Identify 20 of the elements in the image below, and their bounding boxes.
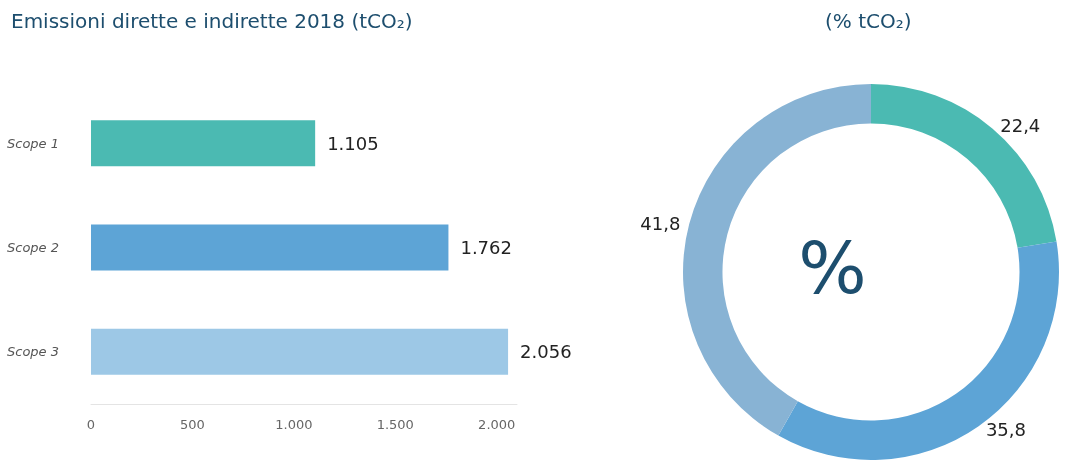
y-tick-label: Scope 3 [7, 344, 60, 360]
data-label: 35,8 [985, 418, 1026, 440]
bar [91, 120, 316, 167]
data-label: 2.056 [520, 341, 572, 363]
x-tick-label: 1.000 [275, 417, 313, 432]
chart-title: Emissioni dirette e indirette 2018 (tCO₂) [11, 9, 413, 33]
x-tick-label: 0 [86, 417, 96, 432]
bar [91, 224, 449, 271]
text: % [798, 226, 867, 310]
bar [91, 328, 509, 375]
data-label: 1.762 [460, 237, 512, 258]
x-tick-label: 500 [180, 417, 205, 432]
x-tick-label: 1.500 [376, 417, 414, 432]
y-tick-label: Scope 2 [7, 240, 60, 255]
data-label: 41,8 [640, 212, 681, 234]
chart-title: (% tCO₂) [825, 9, 912, 33]
y-tick-label: Scope 1 [7, 135, 60, 151]
data-label: 22,4 [1000, 115, 1041, 137]
x-tick-label: 2.000 [478, 417, 516, 432]
data-label: 1.105 [327, 132, 379, 154]
